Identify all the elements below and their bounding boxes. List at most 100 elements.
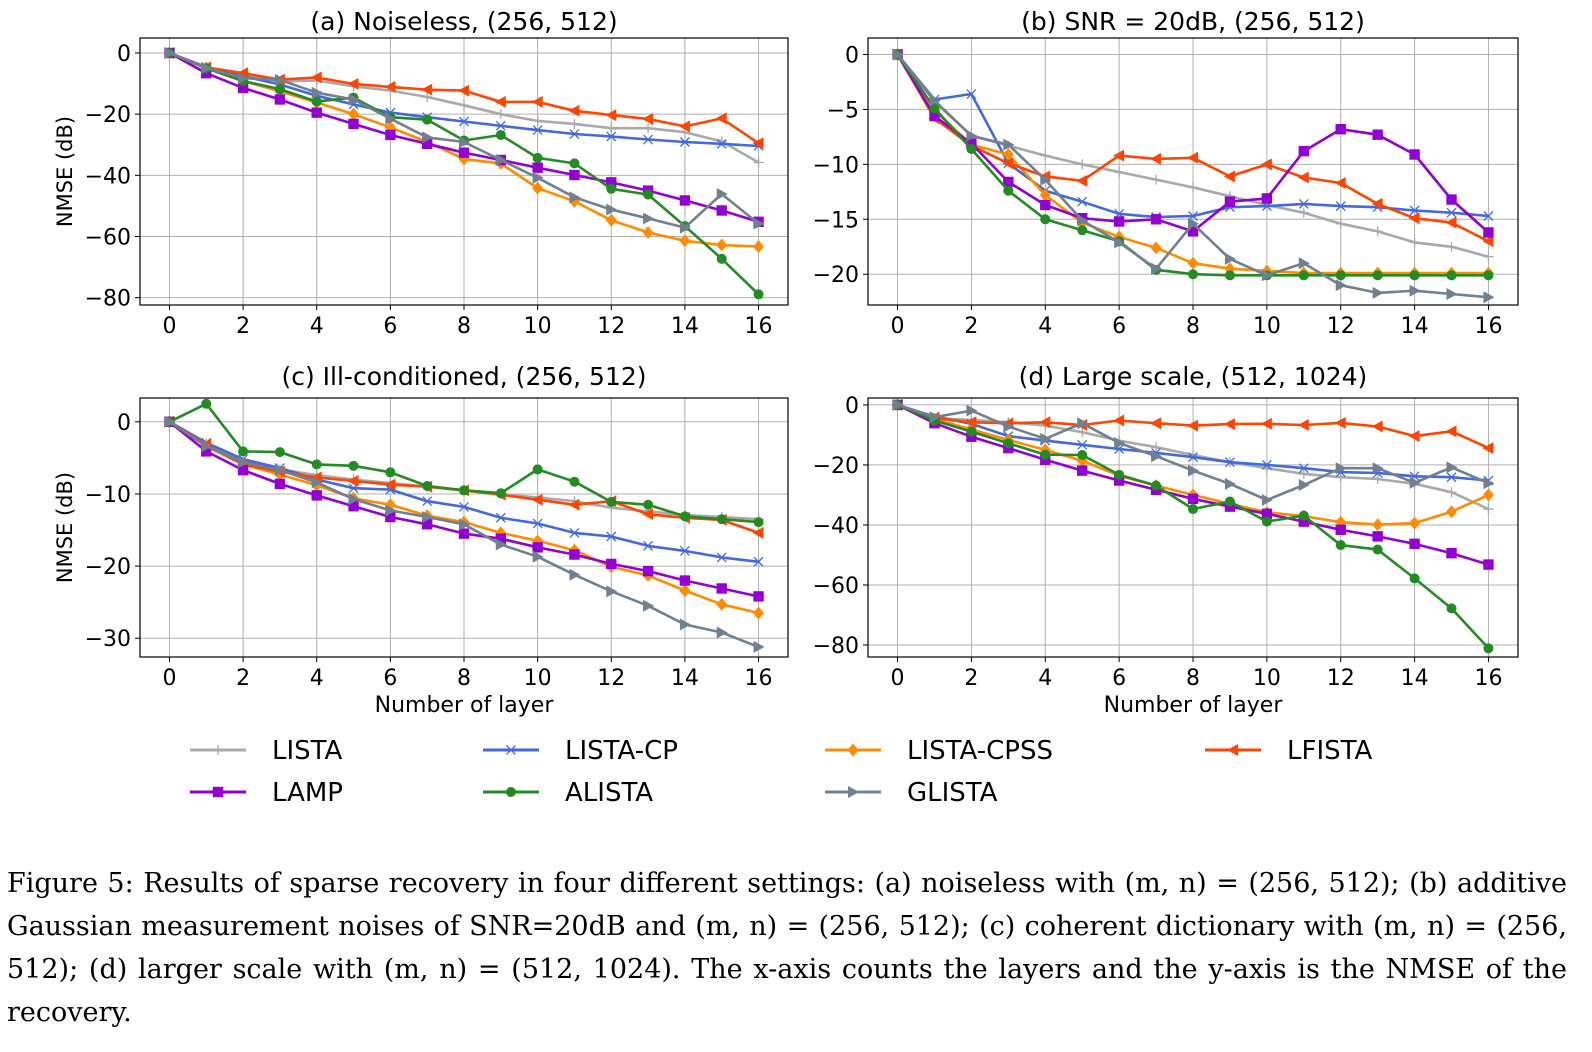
data-point-lamp: [1150, 214, 1162, 225]
data-point-lista-cpss: [1039, 188, 1051, 202]
data-point-alista: [1483, 270, 1494, 281]
data-point-lfista: [1445, 216, 1457, 229]
data-point-lfista: [1150, 417, 1162, 430]
x-tick-label: 14: [671, 314, 699, 339]
x-tick-label: 2: [964, 666, 978, 691]
legend-marker-lista-cp: [506, 745, 516, 755]
y-tick-label: −60: [813, 574, 859, 599]
data-point-lista-cp: [495, 120, 506, 131]
data-point-alista: [966, 426, 977, 437]
x-tick-label: 0: [162, 666, 176, 691]
data-point-lista: [1372, 226, 1383, 237]
data-point-alista: [679, 511, 690, 522]
data-point-lfista: [715, 112, 727, 125]
data-point-alista: [1409, 270, 1420, 281]
data-point-alista: [1446, 270, 1457, 281]
data-point-lfista: [1113, 149, 1125, 162]
data-point-alista: [1224, 270, 1235, 281]
data-point-lfista: [1076, 174, 1088, 187]
data-point-lfista: [1187, 151, 1198, 164]
data-point-glista: [606, 585, 618, 598]
data-point-lfista: [1408, 212, 1420, 225]
data-point-lamp: [1113, 216, 1125, 227]
data-point-lamp: [274, 478, 286, 490]
x-tick-label: 0: [891, 666, 905, 691]
x-tick-label: 14: [671, 666, 699, 691]
data-point-lfista: [494, 95, 506, 108]
data-point-glista: [274, 464, 286, 477]
data-point-glista: [1224, 252, 1236, 265]
data-point-lamp: [753, 591, 764, 602]
data-point-lamp: [1187, 226, 1199, 237]
data-point-alista: [532, 464, 543, 475]
figure: 0 2 4 6 8 10 12 14 16 0 −20 −40 −60 −80 (a) Noiseless,…: [53, 7, 1519, 718]
data-point-lamp: [385, 511, 396, 523]
data-point-lamp: [606, 177, 617, 188]
data-point-lista-cpss: [348, 107, 360, 121]
data-point-lista-cp: [1298, 463, 1309, 474]
data-point-alista: [1040, 214, 1051, 225]
y-tick-label: 0: [117, 411, 131, 436]
data-point-lista: [569, 118, 580, 129]
data-point-lista-cpss: [716, 238, 728, 252]
data-point-lista-cpss: [1409, 516, 1421, 530]
data-point-glista: [164, 46, 176, 59]
data-point-lamp: [385, 129, 396, 141]
data-point-lamp: [421, 138, 433, 150]
data-point-glista: [201, 61, 213, 74]
data-point-lfista: [1223, 170, 1235, 183]
data-point-lista-cp: [643, 540, 654, 551]
data-point-lfista: [458, 84, 469, 97]
data-point-glista: [532, 550, 544, 563]
data-point-lfista: [1260, 158, 1272, 171]
data-point-alista: [1409, 573, 1420, 584]
data-point-alista: [238, 446, 249, 457]
data-point-glista: [422, 131, 434, 144]
data-point-lista: [1372, 474, 1383, 485]
data-point-lamp: [1261, 193, 1273, 204]
data-point-glista: [238, 72, 250, 85]
data-point-lista-cp: [1483, 211, 1494, 221]
data-point-lamp: [1483, 559, 1494, 570]
data-point-alista: [929, 103, 940, 114]
x-tick-label: 2: [236, 314, 250, 339]
data-point-lista-cp: [679, 545, 690, 556]
data-point-lista-cp: [1298, 198, 1309, 209]
data-point-lfista: [642, 113, 654, 126]
series-glista: [892, 48, 1495, 304]
data-point-lista: [532, 115, 543, 126]
data-point-alista: [966, 143, 977, 154]
y-tick-label: −40: [813, 514, 859, 539]
data-point-lista-cp: [716, 552, 727, 563]
data-point-alista: [1372, 270, 1383, 281]
y-tick-label: 0: [845, 394, 859, 419]
x-tick-label: 14: [1401, 666, 1429, 691]
data-point-alista: [1003, 185, 1014, 196]
data-point-glista: [753, 640, 765, 653]
legend-marker-lista: [213, 745, 223, 755]
data-point-lamp: [1298, 145, 1309, 157]
data-point-lamp: [679, 575, 691, 586]
data-point-lamp: [1409, 538, 1420, 550]
data-point-lista-cp: [1335, 201, 1346, 212]
data-point-lista: [495, 109, 506, 120]
data-point-lfista: [347, 474, 359, 487]
data-point-lamp: [1372, 531, 1383, 542]
data-point-lamp: [606, 558, 617, 570]
data-point-glista: [238, 456, 250, 469]
data-point-alista: [274, 84, 285, 95]
data-point-lamp: [1409, 149, 1420, 160]
x-tick-label: 16: [745, 314, 773, 339]
x-tick-label: 4: [1038, 314, 1052, 339]
data-point-glista: [569, 568, 581, 581]
x-tick-label: 16: [1474, 314, 1502, 339]
data-point-alista: [643, 189, 654, 200]
data-point-glista: [1114, 437, 1126, 450]
data-point-alista: [201, 398, 212, 409]
data-point-lfista: [1113, 414, 1125, 427]
legend-entry-glista: GLISTA: [825, 778, 998, 808]
x-tick-label: 12: [597, 314, 625, 339]
data-point-lista-cp: [1261, 459, 1272, 470]
data-point-glista: [716, 187, 728, 200]
series-glista: [892, 398, 1495, 507]
